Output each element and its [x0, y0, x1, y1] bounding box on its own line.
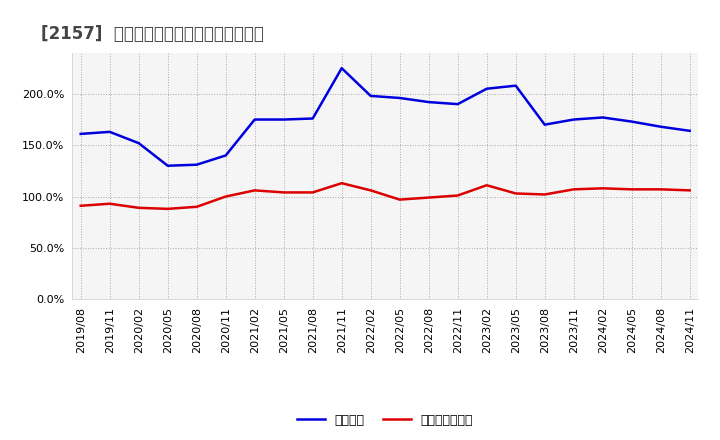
固定長期適合率 [192, 204, 201, 209]
固定比率 [541, 122, 549, 127]
固定比率 [627, 119, 636, 124]
固定長期適合率 [598, 186, 607, 191]
固定比率 [424, 99, 433, 105]
固定長期適合率 [657, 187, 665, 192]
固定比率 [279, 117, 288, 122]
固定比率 [657, 124, 665, 129]
固定比率 [308, 116, 317, 121]
Line: 固定長期適合率: 固定長期適合率 [81, 183, 690, 209]
固定長期適合率 [279, 190, 288, 195]
固定比率 [251, 117, 259, 122]
固定長期適合率 [366, 188, 375, 193]
固定比率 [221, 153, 230, 158]
固定比率 [76, 131, 85, 136]
固定比率 [366, 93, 375, 99]
固定比率 [482, 86, 491, 92]
固定長期適合率 [338, 180, 346, 186]
固定長期適合率 [308, 190, 317, 195]
固定長期適合率 [454, 193, 462, 198]
固定比率 [598, 115, 607, 120]
固定長期適合率 [105, 201, 114, 206]
Text: [2157]  固定比率、固定長期適合率の推移: [2157] 固定比率、固定長期適合率の推移 [40, 25, 264, 43]
固定長期適合率 [541, 192, 549, 197]
固定比率 [105, 129, 114, 135]
固定長期適合率 [482, 183, 491, 188]
固定比率 [135, 140, 143, 146]
固定比率 [192, 162, 201, 167]
固定長期適合率 [570, 187, 578, 192]
固定長期適合率 [135, 205, 143, 210]
固定長期適合率 [685, 188, 694, 193]
固定比率 [570, 117, 578, 122]
固定長期適合率 [627, 187, 636, 192]
Legend: 固定比率, 固定長期適合率: 固定比率, 固定長期適合率 [292, 409, 478, 432]
固定長期適合率 [511, 191, 520, 196]
固定長期適合率 [221, 194, 230, 199]
Line: 固定比率: 固定比率 [81, 68, 690, 166]
固定比率 [454, 102, 462, 107]
固定長期適合率 [163, 206, 172, 212]
固定比率 [163, 163, 172, 169]
固定長期適合率 [76, 203, 85, 209]
固定長期適合率 [251, 188, 259, 193]
固定長期適合率 [395, 197, 404, 202]
固定比率 [685, 128, 694, 133]
固定比率 [511, 83, 520, 88]
固定長期適合率 [424, 195, 433, 200]
固定比率 [395, 95, 404, 101]
固定比率 [338, 66, 346, 71]
